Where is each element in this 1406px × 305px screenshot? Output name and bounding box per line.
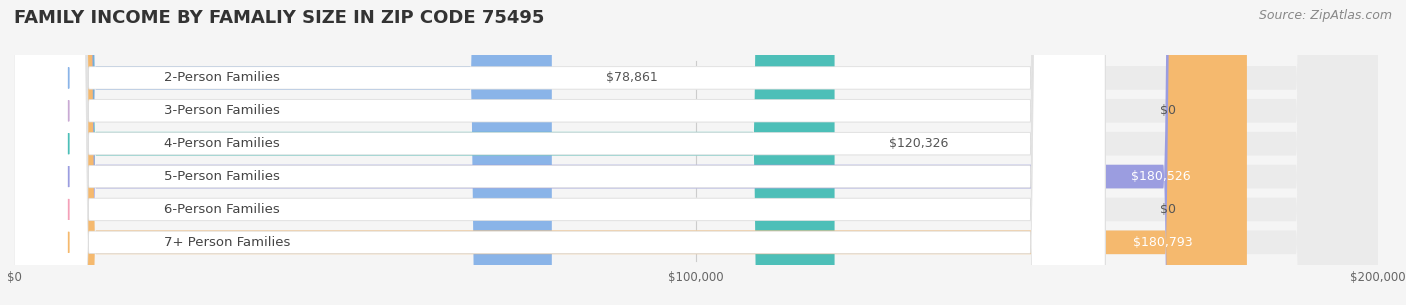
Text: 4-Person Families: 4-Person Families — [165, 137, 280, 150]
FancyBboxPatch shape — [14, 0, 1105, 305]
Text: $0: $0 — [1160, 203, 1175, 216]
Text: $180,793: $180,793 — [1133, 236, 1192, 249]
Text: 3-Person Families: 3-Person Families — [165, 104, 280, 117]
FancyBboxPatch shape — [14, 0, 1247, 305]
FancyBboxPatch shape — [14, 0, 1378, 305]
FancyBboxPatch shape — [14, 0, 1105, 305]
Text: 2-Person Families: 2-Person Families — [165, 71, 280, 84]
FancyBboxPatch shape — [14, 0, 1378, 305]
Text: $120,326: $120,326 — [889, 137, 949, 150]
Text: $0: $0 — [1160, 104, 1175, 117]
FancyBboxPatch shape — [14, 0, 1378, 305]
Text: Source: ZipAtlas.com: Source: ZipAtlas.com — [1258, 9, 1392, 22]
FancyBboxPatch shape — [14, 0, 1105, 305]
Text: FAMILY INCOME BY FAMALIY SIZE IN ZIP CODE 75495: FAMILY INCOME BY FAMALIY SIZE IN ZIP COD… — [14, 9, 544, 27]
FancyBboxPatch shape — [14, 0, 1105, 305]
Text: 7+ Person Families: 7+ Person Families — [165, 236, 291, 249]
Text: 5-Person Families: 5-Person Families — [165, 170, 280, 183]
FancyBboxPatch shape — [14, 0, 1378, 305]
FancyBboxPatch shape — [14, 0, 1246, 305]
FancyBboxPatch shape — [14, 0, 1378, 305]
Text: $78,861: $78,861 — [606, 71, 658, 84]
Text: $180,526: $180,526 — [1130, 170, 1191, 183]
Text: 6-Person Families: 6-Person Families — [165, 203, 280, 216]
FancyBboxPatch shape — [14, 0, 1105, 305]
FancyBboxPatch shape — [14, 0, 1378, 305]
FancyBboxPatch shape — [14, 0, 835, 305]
FancyBboxPatch shape — [14, 0, 1105, 305]
FancyBboxPatch shape — [14, 0, 551, 305]
